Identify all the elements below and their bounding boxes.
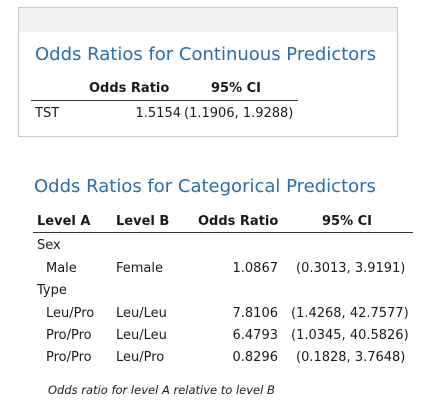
table-row-odds-ratio: 7.8106 xyxy=(232,306,279,321)
table-row-level-b: Leu/Leu xyxy=(116,328,167,343)
table-row-level-b: Leu/Leu xyxy=(116,306,167,321)
categorical-header-rule xyxy=(33,232,413,233)
categorical-header-level-a: Level A xyxy=(37,214,91,229)
categorical-header-level-b: Level B xyxy=(116,214,170,229)
table-row-ci: (1.0345, 40.5826) xyxy=(291,328,409,343)
categorical-header-odds-ratio: Odds Ratio xyxy=(198,214,279,229)
panel-header-bar xyxy=(19,8,397,32)
table-row-ci: (0.3013, 3.9191) xyxy=(296,261,406,276)
continuous-predictors-panel: Odds Ratios for Continuous Predictors Od… xyxy=(18,7,398,137)
categorical-header-ci: 95% CI xyxy=(322,214,373,229)
table-row-odds-ratio: 0.8296 xyxy=(232,350,279,365)
table-row-odds-ratio: 1.0867 xyxy=(232,261,279,276)
group-label-type: Type xyxy=(37,283,67,298)
table-row-ci: (0.1828, 3.7648) xyxy=(296,350,406,365)
continuous-odds-ratio: 1.5154 xyxy=(135,106,182,121)
table-row-level-a: Leu/Pro xyxy=(46,306,95,321)
continuous-ci: (1.1906, 1.9288) xyxy=(184,106,294,121)
table-row-level-b: Leu/Pro xyxy=(116,350,165,365)
continuous-header-rule xyxy=(31,100,298,101)
continuous-predictor: TST xyxy=(35,106,60,121)
continuous-header-ci: 95% CI xyxy=(211,81,262,96)
table-row-level-a: Male xyxy=(46,261,77,276)
table-row-level-a: Pro/Pro xyxy=(46,350,92,365)
continuous-header-odds-ratio: Odds Ratio xyxy=(89,81,170,96)
categorical-title: Odds Ratios for Categorical Predictors xyxy=(34,176,376,197)
table-row-odds-ratio: 6.4793 xyxy=(232,328,279,343)
table-row-level-b: Female xyxy=(116,261,164,276)
table-row-ci: (1.4268, 42.7577) xyxy=(291,306,409,321)
continuous-title: Odds Ratios for Continuous Predictors xyxy=(35,44,377,65)
table-row-level-a: Pro/Pro xyxy=(46,328,92,343)
footnote: Odds ratio for level A relative to level… xyxy=(48,383,275,397)
group-label-sex: Sex xyxy=(37,238,61,253)
